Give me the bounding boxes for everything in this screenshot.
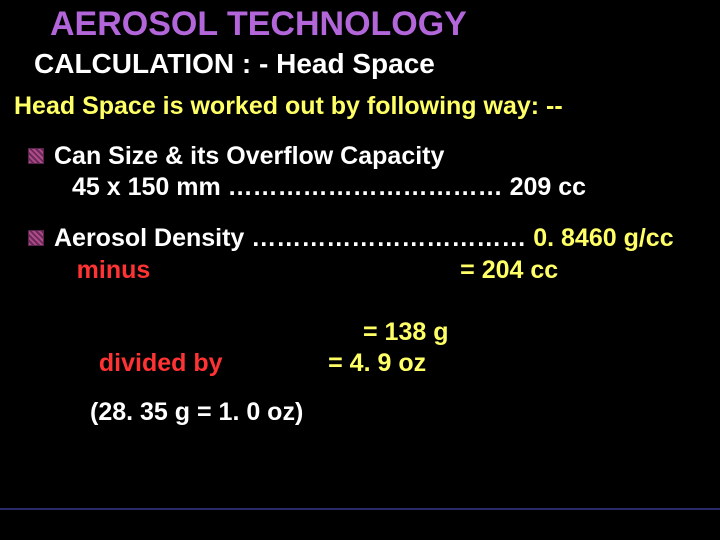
density-line2: 209 minus 5 cc(Valve displacement) = 204… <box>28 255 710 286</box>
l5b-divided: divided by <box>99 349 223 377</box>
l2b-minus: minus <box>77 256 151 284</box>
slide-title: AEROSOL TECHNOLOGY <box>10 6 710 43</box>
can-size-line2: 45 x 150 mm …………………………… 209 cc <box>28 172 710 203</box>
slide-subtitle: CALCULATION : - Head Space <box>10 49 710 80</box>
density-line5: 138 g divided by 28. 35 g = 4. 9 oz <box>28 348 710 379</box>
density-line4: 204 cc x 0. 80 x 0. 8460 g/cc = 138 g <box>28 317 710 348</box>
l4a: 204 cc x 0. 80 x 0. 8460 g/cc <box>28 318 363 346</box>
block-density: Aerosol Density …………………………… 0. 8460 g/cc… <box>10 223 710 379</box>
l2c: 5 cc(Valve displacement) <box>150 256 453 284</box>
l5d: = 4. 9 oz <box>328 349 426 377</box>
bullet-icon <box>28 148 44 164</box>
l2e: 204 cc <box>482 256 558 284</box>
density-line1: Aerosol Density …………………………… 0. 8460 g/cc <box>54 223 674 254</box>
l2d: = <box>453 256 482 284</box>
density-line3: 204 cc x 80% full x Aerosol Density g/cc <box>28 286 710 317</box>
density-l1b: 0. 8460 g/cc <box>526 224 673 252</box>
bullet-icon <box>28 230 44 246</box>
l4b: = 138 g <box>363 318 448 346</box>
l2a: 209 <box>28 256 77 284</box>
l5a: 138 g <box>28 349 99 377</box>
slide: AEROSOL TECHNOLOGY CALCULATION : - Head … <box>0 0 720 540</box>
can-size-line1: Can Size & its Overflow Capacity <box>54 141 444 172</box>
intro-text: Head Space is worked out by following wa… <box>10 92 710 121</box>
density-l1a: Aerosol Density …………………………… <box>54 224 526 252</box>
block-can-size: Can Size & its Overflow Capacity 45 x 15… <box>10 141 710 204</box>
l5c: 28. 35 g <box>223 349 329 377</box>
footnote: (28. 35 g = 1. 0 oz) <box>10 398 710 427</box>
divider-line <box>0 508 720 510</box>
